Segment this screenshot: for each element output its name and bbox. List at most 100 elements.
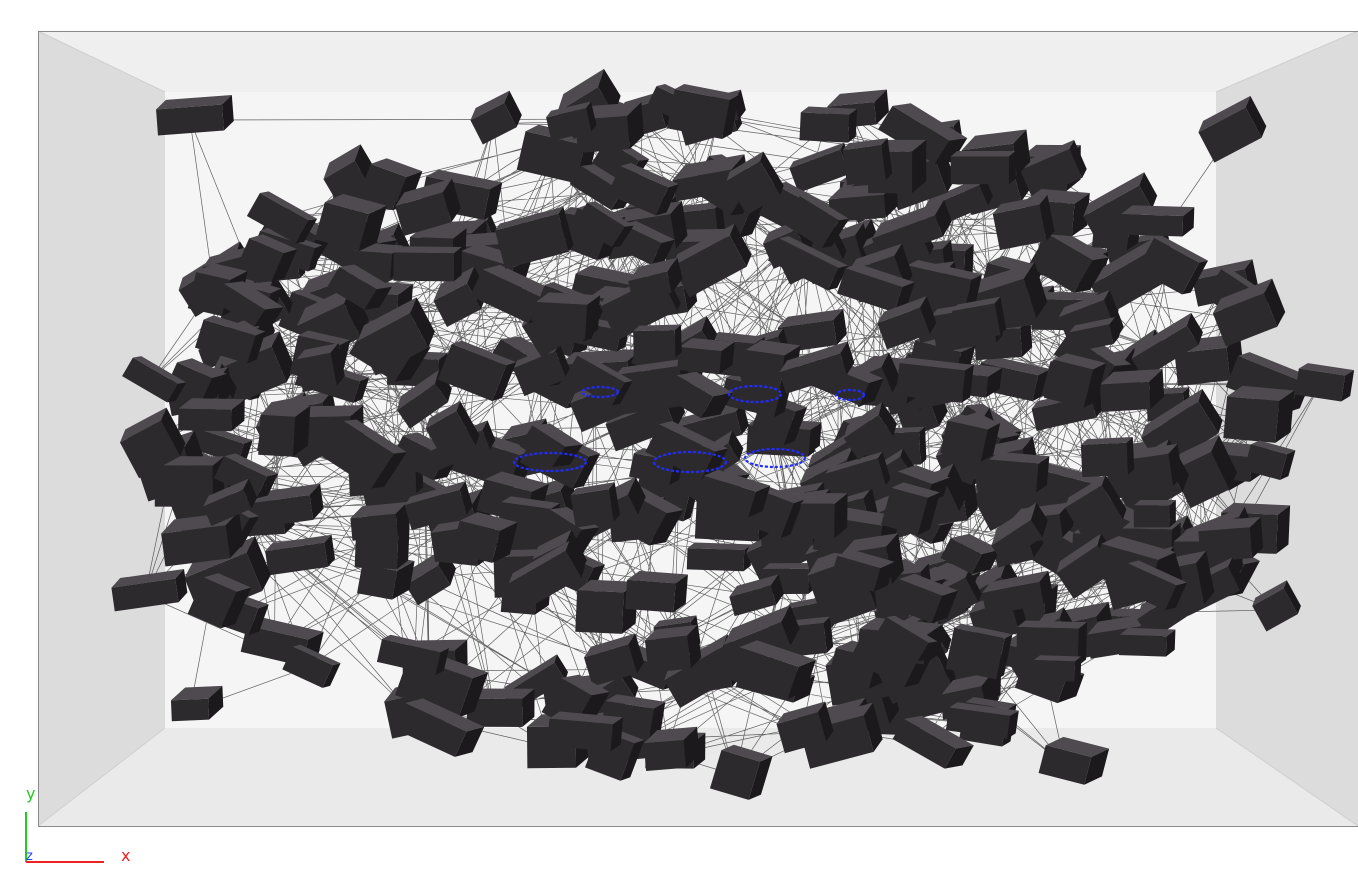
scene-box[interactable] — [570, 482, 621, 528]
scene-box[interactable] — [945, 622, 1013, 680]
scene-box[interactable] — [669, 223, 756, 298]
scene-box[interactable] — [643, 726, 701, 772]
scene-box[interactable] — [892, 709, 974, 776]
scene-box[interactable] — [633, 324, 682, 359]
scene-box[interactable] — [723, 151, 787, 216]
scene-box[interactable] — [727, 574, 786, 617]
scene-box[interactable] — [875, 296, 940, 350]
scene-box[interactable] — [466, 688, 535, 727]
scene-box[interactable] — [626, 257, 686, 303]
scene-box[interactable] — [945, 701, 1019, 740]
scene-box[interactable] — [545, 101, 598, 141]
scene-box[interactable] — [170, 685, 224, 722]
scene-box[interactable] — [519, 416, 583, 474]
scene-box[interactable] — [1195, 95, 1270, 163]
scene-box[interactable] — [564, 351, 633, 408]
scene-box[interactable] — [1136, 233, 1209, 298]
scene-box[interactable] — [393, 692, 485, 762]
scene-box[interactable] — [782, 190, 849, 251]
scene-box[interactable] — [1119, 627, 1176, 657]
scene-box[interactable] — [242, 483, 325, 530]
scene-box[interactable] — [1294, 362, 1355, 403]
scene-box[interactable] — [437, 338, 517, 404]
scene-box[interactable] — [547, 711, 624, 753]
scene-box[interactable] — [774, 701, 836, 754]
scene-box[interactable] — [1133, 499, 1176, 528]
scene-box[interactable] — [352, 297, 440, 376]
scene-box[interactable] — [940, 527, 1001, 580]
scene-box[interactable] — [1033, 655, 1082, 682]
scene-box[interactable] — [768, 233, 849, 294]
scene-box[interactable] — [940, 412, 1001, 464]
scene-box[interactable] — [888, 569, 959, 628]
scene-box[interactable] — [991, 194, 1056, 251]
scene-box[interactable] — [799, 106, 858, 143]
scene-box[interactable] — [878, 96, 968, 172]
scene-box[interactable] — [155, 94, 234, 136]
scene-box[interactable] — [800, 492, 848, 539]
scene-box[interactable] — [110, 568, 188, 612]
scene-box[interactable] — [842, 138, 893, 186]
scene-box[interactable] — [361, 154, 423, 207]
scene-box[interactable] — [246, 188, 318, 247]
scene-box[interactable] — [467, 90, 526, 145]
scene-box[interactable] — [295, 343, 346, 393]
scene-box[interactable] — [1099, 368, 1165, 413]
scene-box[interactable] — [258, 403, 311, 458]
scene-box[interactable] — [582, 633, 647, 687]
scene-box[interactable] — [607, 160, 679, 219]
scene-box[interactable] — [875, 612, 938, 665]
scene-box[interactable] — [895, 357, 974, 404]
scene-box[interactable] — [573, 198, 634, 251]
scene-box[interactable] — [881, 480, 941, 538]
scene-box[interactable] — [194, 313, 266, 366]
scene-box[interactable] — [1223, 384, 1295, 444]
scene-box[interactable] — [200, 478, 260, 526]
scene-box[interactable] — [160, 511, 245, 567]
scene-box[interactable] — [451, 508, 518, 566]
scene-box[interactable] — [1243, 439, 1296, 482]
scene-box[interactable] — [213, 450, 279, 503]
scene-box[interactable] — [393, 246, 462, 282]
scene-box[interactable] — [1018, 139, 1090, 200]
scene-box[interactable] — [1120, 205, 1195, 237]
scene-box[interactable] — [1080, 436, 1135, 478]
scene-box[interactable] — [1038, 733, 1110, 788]
scene-box[interactable] — [1250, 580, 1304, 632]
scene-box[interactable] — [950, 150, 1016, 185]
scene-box[interactable] — [376, 633, 450, 677]
scene-box[interactable] — [664, 364, 734, 426]
scene-box[interactable] — [839, 402, 902, 460]
scene-box[interactable] — [1061, 474, 1130, 543]
scene-box[interactable] — [534, 292, 601, 340]
scene-box[interactable] — [116, 407, 190, 479]
scene-box[interactable] — [282, 642, 341, 690]
scene-box[interactable] — [980, 570, 1054, 616]
scene-box[interactable] — [422, 400, 483, 463]
scene-box[interactable] — [951, 296, 1007, 343]
scene-box[interactable] — [321, 414, 407, 494]
scene-box[interactable] — [986, 451, 1050, 493]
scene-box[interactable] — [326, 258, 392, 315]
scene-box[interactable] — [1173, 334, 1244, 386]
scene-box[interactable] — [1167, 434, 1242, 509]
scene-box[interactable] — [1209, 278, 1289, 347]
scene-box[interactable] — [314, 190, 387, 255]
scene-box[interactable] — [122, 353, 187, 406]
scene-box[interactable] — [677, 337, 735, 375]
scene-box[interactable] — [213, 274, 284, 335]
scene-box[interactable] — [830, 546, 895, 595]
scene-box[interactable] — [236, 230, 298, 286]
scene-box[interactable] — [1116, 557, 1188, 614]
scene-box[interactable] — [1028, 224, 1110, 299]
scene-box[interactable] — [166, 353, 227, 406]
scene-box[interactable] — [777, 341, 857, 394]
scene-box[interactable] — [494, 206, 575, 269]
scene-box[interactable] — [728, 636, 816, 704]
scene-box[interactable] — [264, 534, 336, 576]
scene-box[interactable] — [505, 540, 588, 611]
scene-box[interactable] — [985, 502, 1054, 564]
scene-box[interactable] — [837, 260, 915, 315]
scene-box[interactable] — [187, 568, 252, 633]
